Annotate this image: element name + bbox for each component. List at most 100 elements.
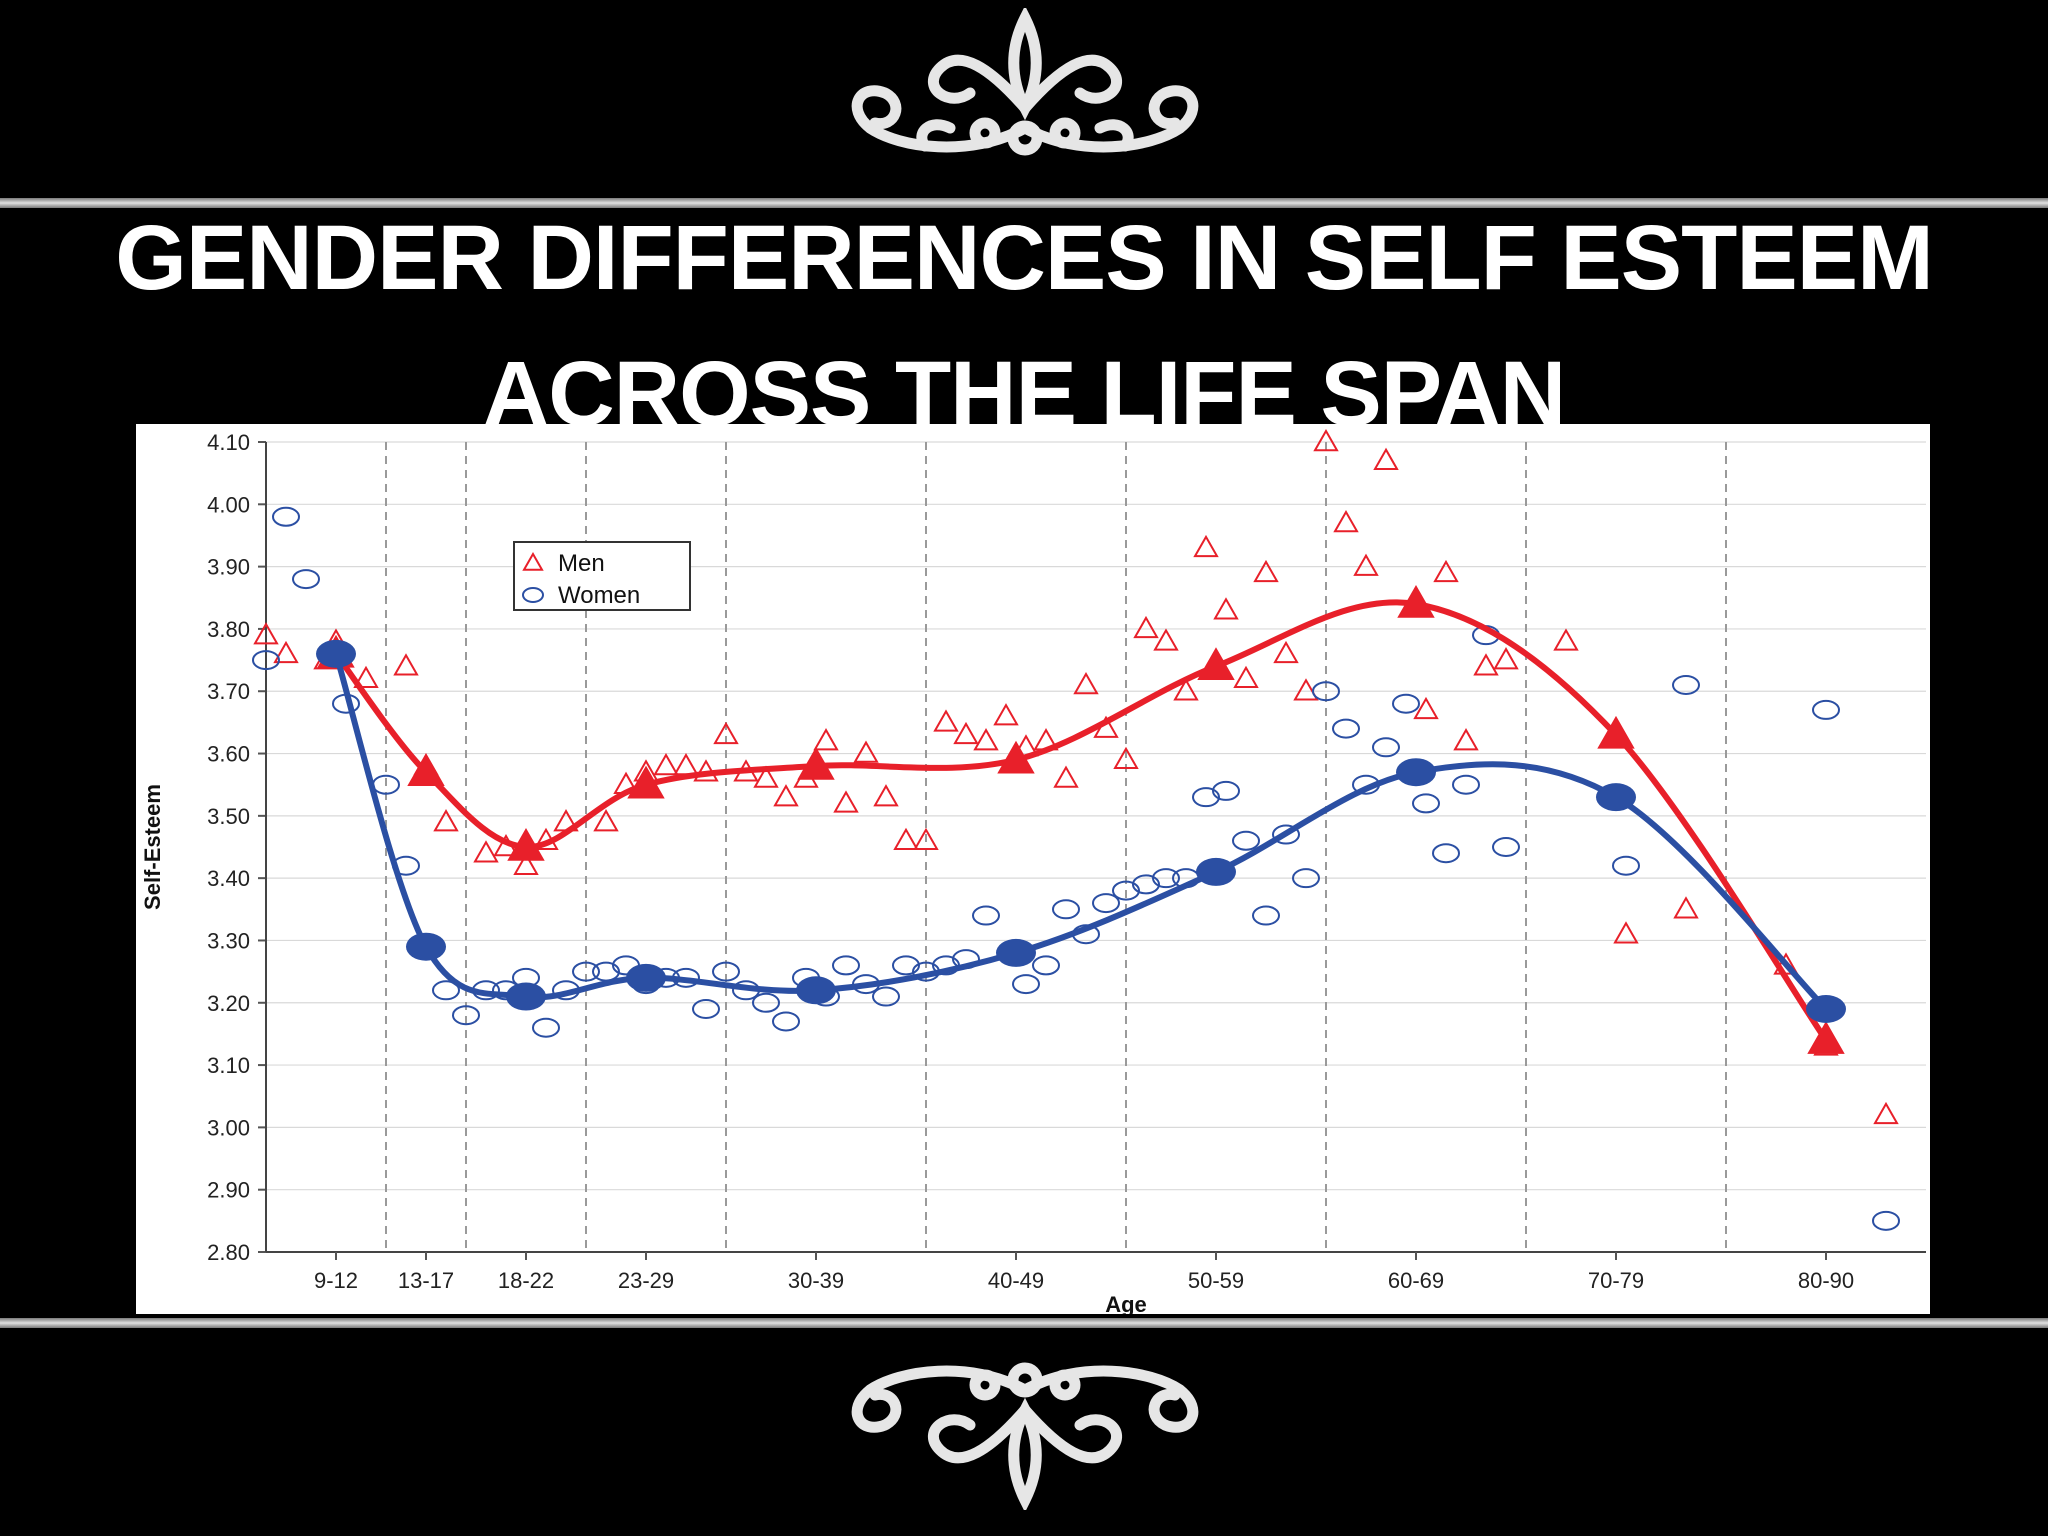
x-tick-label: 70-79 xyxy=(1588,1268,1644,1293)
men-mean-point xyxy=(1197,647,1235,681)
men-raw-point xyxy=(1453,728,1479,751)
men-mean-point xyxy=(997,740,1035,774)
y-tick-label: 4.00 xyxy=(207,492,250,517)
women-raw-point xyxy=(832,955,860,976)
men-raw-point xyxy=(713,721,739,745)
women-raw-point xyxy=(972,905,1000,926)
women-raw-point xyxy=(1312,681,1340,702)
y-tick-label: 3.90 xyxy=(207,555,250,580)
women-raw-point xyxy=(1492,837,1520,857)
chart-legend: Men Women xyxy=(513,541,691,611)
men-raw-point xyxy=(1273,640,1299,664)
women-raw-point xyxy=(1052,899,1080,920)
women-raw-point xyxy=(892,955,920,976)
y-tick-label: 3.80 xyxy=(207,617,250,642)
legend-women-marker xyxy=(522,587,544,603)
x-tick-label: 9-12 xyxy=(314,1268,358,1293)
women-raw-point xyxy=(1232,830,1260,851)
women-mean-point xyxy=(1596,783,1636,812)
women-raw-point xyxy=(532,1017,560,1038)
y-tick-label: 3.20 xyxy=(207,991,250,1016)
x-tick-label: 60-69 xyxy=(1388,1268,1444,1293)
y-tick-label: 3.00 xyxy=(207,1115,250,1140)
x-axis-label: Age xyxy=(1105,1292,1147,1314)
y-tick-label: 2.90 xyxy=(207,1178,250,1203)
y-tick-label: 3.30 xyxy=(207,928,250,953)
men-raw-point xyxy=(913,827,939,851)
chart-panel: 2.80 2.90 3.00 3.10 3.20 3.30 3.40 3.50 3.60 3.70… xyxy=(136,424,1930,1314)
women-series-line xyxy=(333,652,1829,1012)
legend-box xyxy=(513,541,691,611)
men-raw-point xyxy=(1053,765,1079,788)
men-raw-point xyxy=(273,640,299,664)
women-raw-point xyxy=(1032,955,1060,976)
women-raw-point xyxy=(1452,774,1480,795)
men-raw-point xyxy=(753,765,779,788)
men-raw-point xyxy=(1493,647,1519,670)
x-tick-label: 30-39 xyxy=(788,1268,844,1293)
men-raw-point xyxy=(1113,746,1139,770)
women-mean-point xyxy=(796,976,836,1005)
men-mean-point xyxy=(1597,715,1635,749)
x-tick-label: 80-90 xyxy=(1798,1268,1854,1293)
legend-men-marker xyxy=(522,551,544,571)
legend-label: Women xyxy=(558,582,640,609)
men-raw-point xyxy=(433,809,459,832)
men-raw-point xyxy=(1293,678,1319,701)
women-raw-point xyxy=(1012,974,1040,995)
men-raw-point xyxy=(833,790,859,813)
top-divider-rule xyxy=(0,198,2048,208)
men-raw-point xyxy=(1353,553,1379,576)
men-raw-point xyxy=(1073,671,1099,695)
women-mean-point xyxy=(1196,857,1236,886)
women-raw-point xyxy=(1872,1210,1900,1231)
men-mean-point xyxy=(1397,584,1435,618)
men-raw-point xyxy=(1373,447,1399,470)
men-raw-point xyxy=(773,784,799,807)
y-tick-label: 3.60 xyxy=(207,742,250,767)
y-tick-label: 4.10 xyxy=(207,430,250,455)
women-raw-point xyxy=(452,1005,480,1026)
women-mean-point xyxy=(626,963,666,992)
y-tick-label: 3.40 xyxy=(207,866,250,891)
women-raw-point xyxy=(1812,699,1840,720)
women-mean-point xyxy=(406,932,446,961)
women-mean-point xyxy=(1806,995,1846,1023)
x-tick-label: 23-29 xyxy=(618,1268,674,1293)
slide-title: GENDER DIFFERENCES IN SELF ESTEEM ACROSS… xyxy=(0,190,2048,462)
men-raw-point xyxy=(993,703,1019,726)
men-raw-point xyxy=(1553,628,1579,651)
men-raw-point xyxy=(1433,559,1459,583)
self-esteem-chart: 2.80 2.90 3.00 3.10 3.20 3.30 3.40 3.50 3.60 3.70… xyxy=(140,428,1926,1314)
men-mean-point xyxy=(507,827,545,861)
men-raw-point xyxy=(673,752,699,776)
men-raw-point xyxy=(1153,628,1179,651)
men-raw-point xyxy=(1253,559,1279,583)
x-tick-label: 13-17 xyxy=(398,1268,454,1293)
men-mean-point xyxy=(1807,1021,1845,1054)
men-raw-point xyxy=(393,653,419,676)
women-raw-point xyxy=(772,1011,800,1032)
men-raw-point xyxy=(973,728,999,751)
y-tick-label: 3.50 xyxy=(207,804,250,829)
men-mean-point xyxy=(627,765,665,799)
women-raw-point xyxy=(1332,718,1360,739)
women-raw-point xyxy=(292,569,320,590)
men-raw-point xyxy=(473,840,499,863)
women-raw-point xyxy=(1252,905,1280,926)
women-raw-point xyxy=(692,999,720,1019)
men-raw-point xyxy=(253,622,279,645)
men-raw-point xyxy=(1473,653,1499,676)
men-raw-point xyxy=(1873,1101,1899,1125)
men-raw-point xyxy=(1613,921,1639,944)
y-axis-label: Self-Esteem xyxy=(140,784,165,910)
men-raw-point xyxy=(1313,428,1339,452)
women-raw-point xyxy=(872,986,900,1007)
men-raw-point xyxy=(853,740,879,763)
men-raw-point xyxy=(353,665,379,689)
women-raw-point xyxy=(1212,780,1240,801)
men-raw-point xyxy=(953,721,979,745)
women-mean-point xyxy=(506,982,546,1011)
legend-label: Men xyxy=(558,550,605,577)
men-raw-point xyxy=(1213,597,1239,620)
